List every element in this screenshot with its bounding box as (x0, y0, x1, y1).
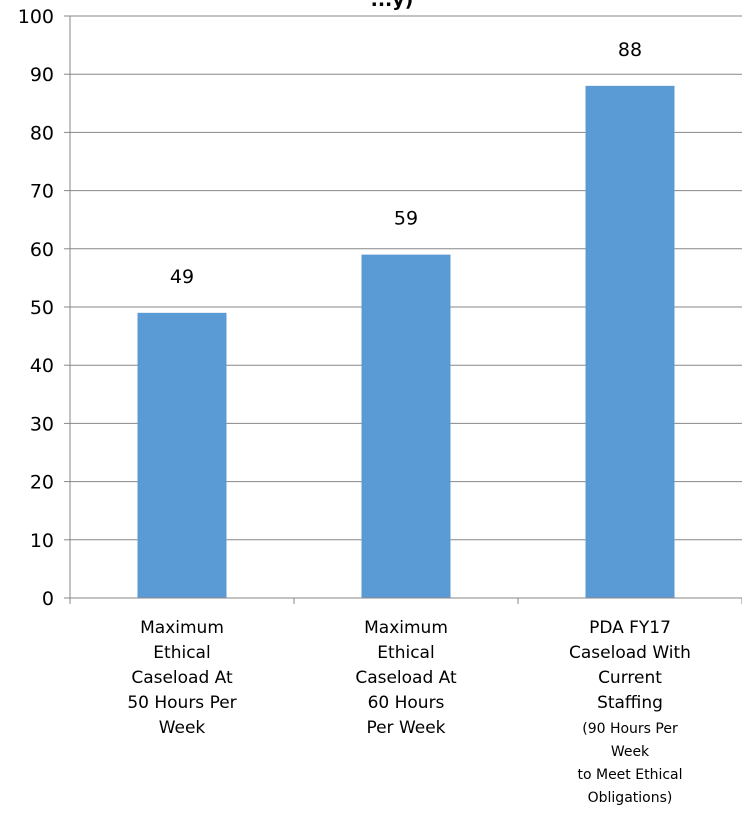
data-label: 59 (394, 208, 418, 230)
bar (137, 312, 227, 598)
x-axis-categories: Maximum Ethical Caseload At 50 Hours Per Wee… (127, 618, 691, 806)
x-category-line: Maximum (364, 618, 448, 638)
y-tick-label: 90 (30, 64, 54, 86)
x-category-line: Week (611, 744, 650, 760)
data-labels: 49 59 88 (170, 39, 642, 288)
bars (137, 85, 675, 599)
x-category-label: PDA FY17 Caseload With Current Staffing (90 … (569, 618, 691, 806)
y-axis-ticks: 0 10 20 30 40 50 60 70 80 90 100 (18, 6, 70, 610)
x-category-label: Maximum Ethical Caseload At 50 Hours Per Wee… (127, 618, 236, 738)
x-category-line: Per Week (366, 718, 445, 738)
x-category-line: Staffing (597, 693, 663, 713)
chart-title: ...y) (371, 0, 414, 11)
y-tick-label: 100 (18, 6, 54, 28)
x-category-line: Caseload With (569, 643, 691, 663)
x-category-line: Obligations) (588, 790, 673, 806)
y-tick-label: 50 (30, 297, 54, 319)
bar (361, 254, 451, 598)
data-label: 88 (618, 39, 642, 61)
x-category-line: Ethical (377, 643, 434, 663)
data-label: 49 (170, 266, 194, 288)
y-tick-label: 0 (42, 588, 54, 610)
x-category-line: 50 Hours Per (127, 693, 236, 713)
x-category-line: PDA FY17 (589, 618, 671, 638)
y-tick-label: 60 (30, 239, 54, 261)
x-category-line: Current (598, 668, 662, 688)
y-tick-label: 80 (30, 122, 54, 144)
x-category-line: Week (159, 718, 206, 738)
y-tick-label: 30 (30, 413, 54, 435)
x-category-line: Caseload At (131, 668, 233, 688)
x-category-line: Ethical (153, 643, 210, 663)
x-category-line: 60 Hours (368, 693, 445, 713)
y-tick-label: 70 (30, 181, 54, 203)
x-category-line: Caseload At (355, 668, 457, 688)
x-category-line: (90 Hours Per (582, 721, 678, 737)
x-category-label: Maximum Ethical Caseload At 60 Hours Per Wee… (355, 618, 457, 738)
y-tick-label: 20 (30, 472, 54, 494)
x-category-line: to Meet Ethical (577, 767, 682, 783)
y-tick-label: 40 (30, 355, 54, 377)
x-category-line: Maximum (140, 618, 224, 638)
y-tick-label: 10 (30, 530, 54, 552)
bar (585, 85, 675, 599)
